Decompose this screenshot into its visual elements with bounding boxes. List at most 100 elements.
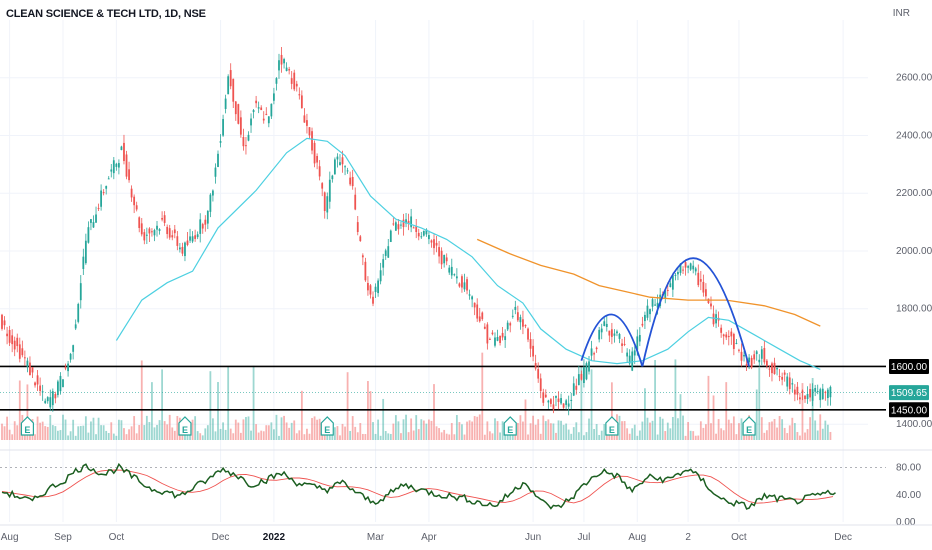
candle-body xyxy=(59,375,62,392)
volume-bar xyxy=(247,416,250,440)
candle xyxy=(290,71,293,90)
volume-bar xyxy=(97,417,100,440)
candle xyxy=(336,153,339,168)
candle-body xyxy=(791,383,794,385)
volume-bar xyxy=(410,418,413,440)
candle xyxy=(654,298,656,306)
volume-bar xyxy=(669,428,672,440)
candle-body xyxy=(184,242,186,257)
candle xyxy=(748,354,751,370)
candle-body xyxy=(565,400,568,405)
candle xyxy=(768,365,771,377)
candle xyxy=(410,208,413,233)
volume-bar xyxy=(59,430,62,440)
volume-bar xyxy=(227,366,230,440)
candle xyxy=(433,234,435,255)
volume-bar xyxy=(730,423,733,440)
candle xyxy=(138,216,141,233)
volume-bar xyxy=(626,428,629,440)
candle xyxy=(819,387,822,408)
candle xyxy=(189,228,191,244)
candle-body xyxy=(496,337,499,341)
candle-body xyxy=(555,395,557,398)
candle xyxy=(430,239,433,248)
candle xyxy=(224,94,227,114)
candle xyxy=(214,163,217,184)
volume-bar xyxy=(285,422,288,440)
candle xyxy=(727,330,730,346)
volume-bar xyxy=(565,423,568,440)
candle xyxy=(199,213,202,243)
currency-label: INR xyxy=(892,8,910,19)
volume-bar xyxy=(684,435,687,440)
candle-body xyxy=(288,69,291,71)
volume-bar xyxy=(788,425,791,440)
volume-bar xyxy=(677,418,679,440)
candle xyxy=(443,254,446,268)
candle-body xyxy=(206,210,209,224)
volume-bar xyxy=(552,423,555,440)
candle xyxy=(328,171,331,209)
time-tick-label: Oct xyxy=(109,532,125,543)
earnings-marker-label: E xyxy=(182,425,188,435)
candle xyxy=(117,159,120,175)
level-badge-bg xyxy=(889,402,929,418)
candle-body xyxy=(191,236,194,242)
candle xyxy=(105,185,108,195)
candle-body xyxy=(199,219,202,234)
time-tick-label: 2 xyxy=(685,532,691,543)
candle-body xyxy=(400,224,402,226)
candle-body xyxy=(16,337,19,347)
candle-body xyxy=(405,219,407,224)
candle-body xyxy=(765,360,768,367)
volume-bar xyxy=(359,423,362,440)
candle xyxy=(455,268,458,284)
volume-bar xyxy=(255,424,258,440)
candle-body xyxy=(339,162,341,166)
volume-bar xyxy=(293,420,296,440)
volume-bar xyxy=(344,426,346,440)
level-badge-bg xyxy=(889,358,929,374)
candle-body xyxy=(428,235,430,240)
volume-bar xyxy=(575,422,578,440)
volume-bar xyxy=(765,430,768,440)
candle-body xyxy=(697,272,700,286)
volume-bar xyxy=(494,418,496,440)
volume-bar xyxy=(270,422,273,440)
volume-bar xyxy=(654,360,656,440)
candle xyxy=(458,282,461,288)
candle-body xyxy=(707,298,710,304)
candle-body xyxy=(778,376,781,378)
candle-body xyxy=(598,329,601,340)
candle-body xyxy=(379,270,382,282)
candle-body xyxy=(804,395,806,400)
candle xyxy=(664,289,667,304)
candle xyxy=(41,384,44,401)
volume-bar xyxy=(455,415,458,440)
candle xyxy=(593,351,595,362)
candle xyxy=(69,352,72,363)
candle xyxy=(560,393,562,405)
candle-body xyxy=(49,397,52,408)
candle-body xyxy=(422,230,425,236)
candle xyxy=(783,369,786,382)
volume-bar xyxy=(809,417,811,440)
volume-bar xyxy=(184,434,186,440)
volume-bar xyxy=(707,375,710,440)
price-tick-label: 1800.00 xyxy=(896,304,932,315)
volume-bar xyxy=(572,427,575,440)
volume-bar xyxy=(425,423,428,440)
candle-body xyxy=(13,340,16,350)
volume-bar xyxy=(117,419,120,440)
volume-bar xyxy=(138,425,141,440)
candle xyxy=(489,337,491,340)
candle-body xyxy=(290,78,293,84)
candle xyxy=(476,298,479,322)
volume-bar xyxy=(443,429,446,440)
volume-bar xyxy=(682,415,684,440)
volume-bar xyxy=(273,429,275,440)
candle xyxy=(669,280,672,288)
candle-body xyxy=(585,363,588,380)
